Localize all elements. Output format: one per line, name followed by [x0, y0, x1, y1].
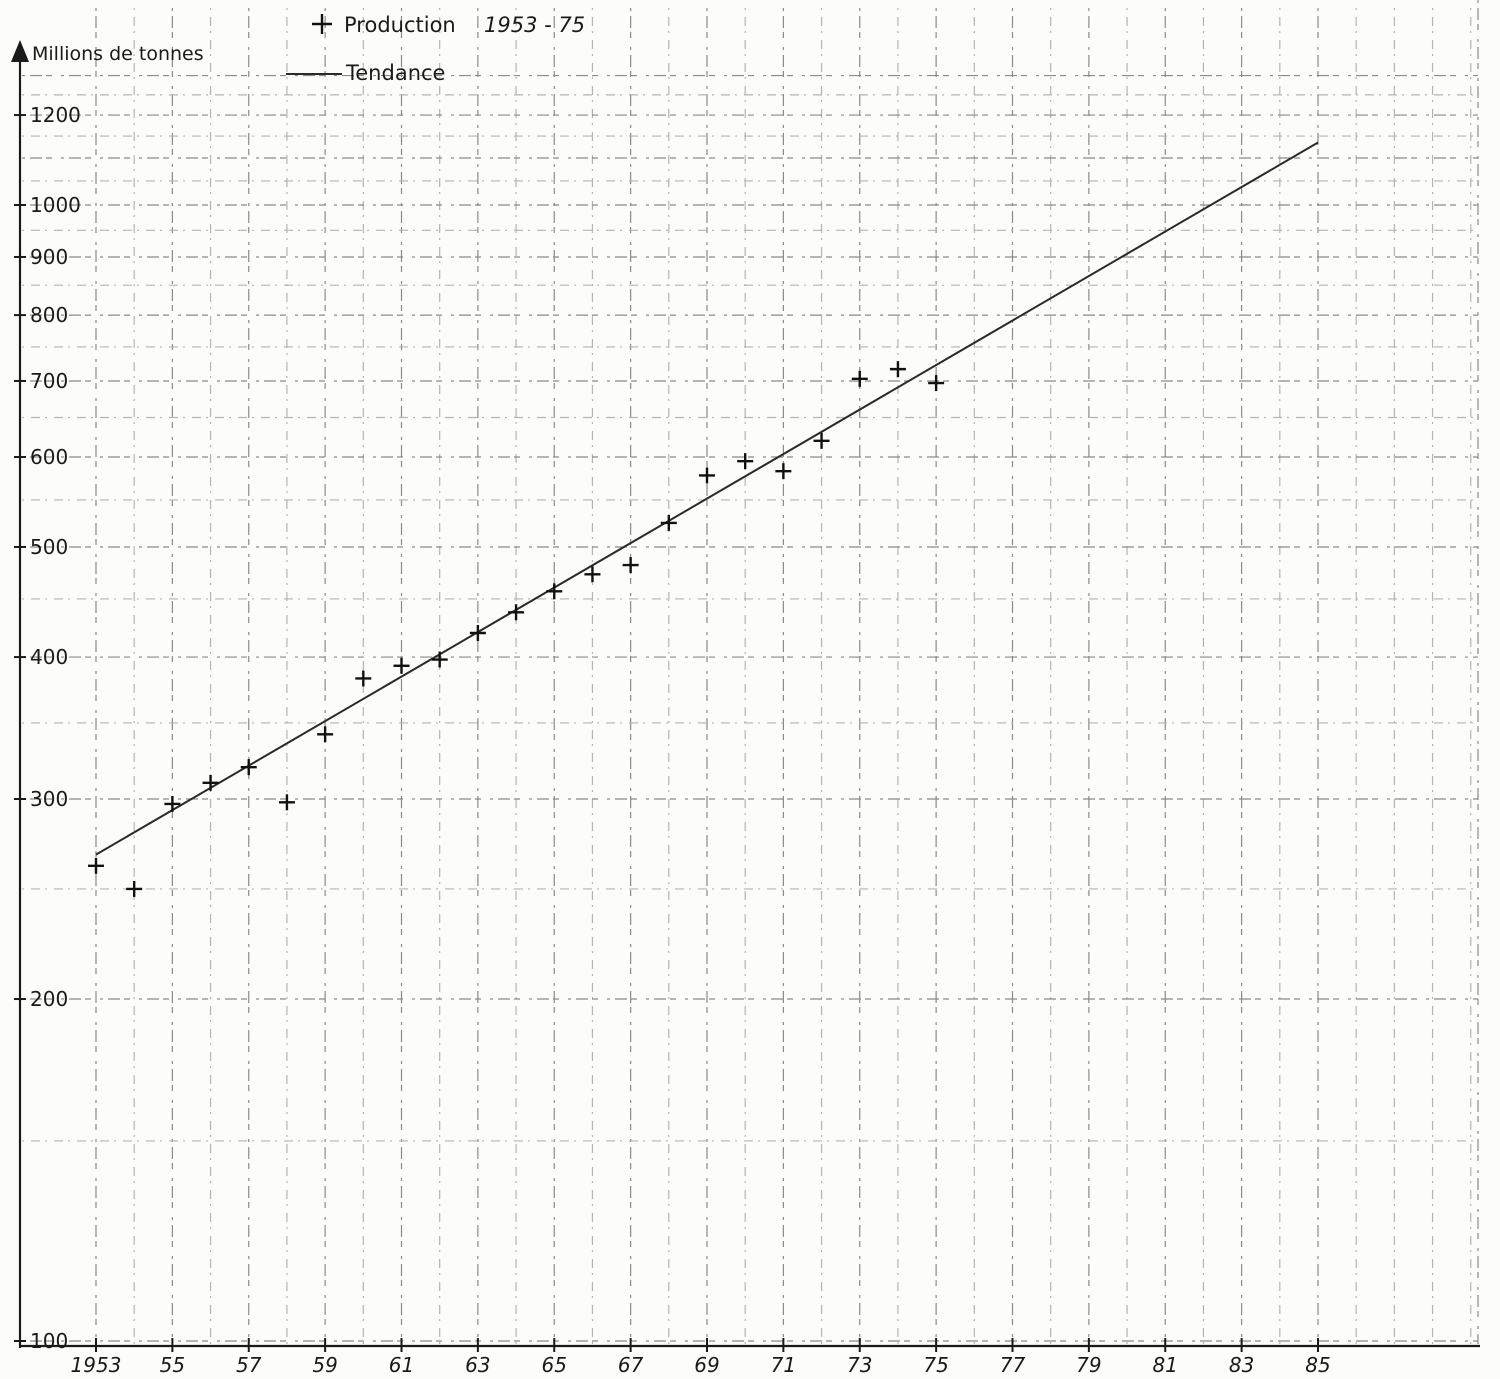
y-tick-label: 900 — [30, 245, 68, 269]
data-point-plus — [622, 557, 639, 574]
x-tick-label: 59 — [312, 1353, 337, 1377]
data-point-plus — [813, 432, 830, 449]
data-point-plus — [202, 774, 219, 791]
data-point-plus — [355, 670, 372, 687]
y-tick-label: 600 — [30, 445, 68, 469]
data-point-plus — [737, 453, 754, 470]
data-point-plus — [928, 375, 945, 392]
data-point-plus — [431, 651, 448, 668]
data-point-plus — [126, 880, 143, 897]
x-tick-label: 57 — [236, 1353, 262, 1377]
data-point-plus — [240, 759, 257, 776]
y-axis-arrow-icon — [11, 40, 29, 62]
series — [88, 141, 1319, 897]
x-tick-label: 77 — [1000, 1353, 1026, 1377]
data-point-plus — [660, 514, 677, 531]
x-tick-label: 1953 — [71, 1353, 122, 1377]
y-tick-label: 100 — [30, 1329, 68, 1353]
legend-note-production: 1953 - 75 — [484, 13, 585, 37]
x-tick-label: 73 — [847, 1353, 872, 1377]
data-point-plus — [393, 657, 410, 674]
x-tick-label: 55 — [160, 1353, 185, 1377]
data-point-plus — [775, 463, 792, 480]
x-ticks: 1953 55 57 59 61 63 65 67 69 71 73 75 77 79 81 83 85 — [71, 1338, 1331, 1377]
data-point-plus — [164, 795, 181, 812]
x-tick-label: 61 — [389, 1353, 414, 1377]
y-tick-label: 200 — [30, 987, 68, 1011]
y-tick-label: 800 — [30, 303, 68, 327]
x-tick-label: 69 — [694, 1353, 719, 1377]
data-point-plus — [317, 726, 334, 743]
y-tick-label: 500 — [30, 535, 68, 559]
x-tick-label: 75 — [923, 1353, 948, 1377]
data-point-plus — [508, 604, 525, 621]
x-tick-label: 85 — [1305, 1353, 1330, 1377]
x-tick-label: 83 — [1229, 1353, 1254, 1377]
data-point-plus — [546, 583, 563, 600]
y-axis-label: Millions de tonnes — [32, 43, 204, 65]
data-point-plus — [469, 624, 486, 641]
trend-line — [95, 141, 1319, 856]
x-tick-label: 81 — [1153, 1353, 1178, 1377]
y-tick-label: 1000 — [30, 193, 81, 217]
legend-label-tendance: Tendance — [345, 61, 445, 85]
y-tick-label: 700 — [30, 369, 68, 393]
legend-item-tendance: Tendance — [286, 61, 445, 85]
axes: Millions de tonnes — [11, 40, 1480, 1348]
legend-label-production: Production — [344, 13, 456, 37]
y-tick-label: 300 — [30, 787, 68, 811]
legend-item-production: Production 1953 - 75 — [312, 13, 585, 37]
data-point-plus — [584, 566, 601, 583]
x-tick-label: 65 — [542, 1353, 567, 1377]
data-point-plus — [278, 794, 295, 811]
data-point-plus — [851, 370, 868, 387]
data-point-plus — [889, 361, 906, 378]
x-tick-label: 67 — [618, 1353, 644, 1377]
x-tick-label: 63 — [465, 1353, 490, 1377]
y-tick-label: 1200 — [30, 103, 81, 127]
data-point-plus — [699, 467, 715, 484]
x-tick-label: 71 — [771, 1353, 796, 1377]
y-ticks: 100 200 300 400 500 600 700 800 900 1000 1200 — [14, 103, 81, 1353]
data-point-plus — [88, 857, 104, 874]
legend: Production 1953 - 75 Tendance — [286, 13, 585, 85]
y-tick-label: 400 — [30, 645, 68, 669]
grid — [22, 0, 1479, 1344]
x-tick-label: 79 — [1076, 1353, 1101, 1377]
